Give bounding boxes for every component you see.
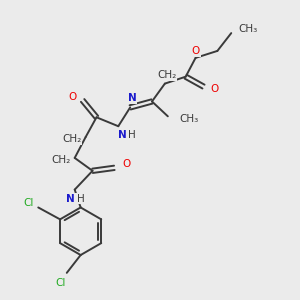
- Text: O: O: [191, 46, 200, 56]
- Text: O: O: [69, 92, 77, 103]
- Text: N: N: [66, 194, 75, 203]
- Text: Cl: Cl: [23, 199, 34, 208]
- Text: CH₃: CH₃: [180, 114, 199, 124]
- Text: CH₂: CH₂: [51, 155, 70, 165]
- Text: CH₂: CH₂: [157, 70, 176, 80]
- Text: N: N: [128, 94, 136, 103]
- Text: H: H: [77, 194, 85, 203]
- Text: H: H: [128, 130, 136, 140]
- Text: O: O: [210, 84, 218, 94]
- Text: CH₃: CH₃: [238, 24, 257, 34]
- Text: Cl: Cl: [56, 278, 66, 288]
- Text: N: N: [118, 130, 127, 140]
- Text: O: O: [122, 159, 130, 169]
- Text: CH₂: CH₂: [62, 134, 81, 144]
